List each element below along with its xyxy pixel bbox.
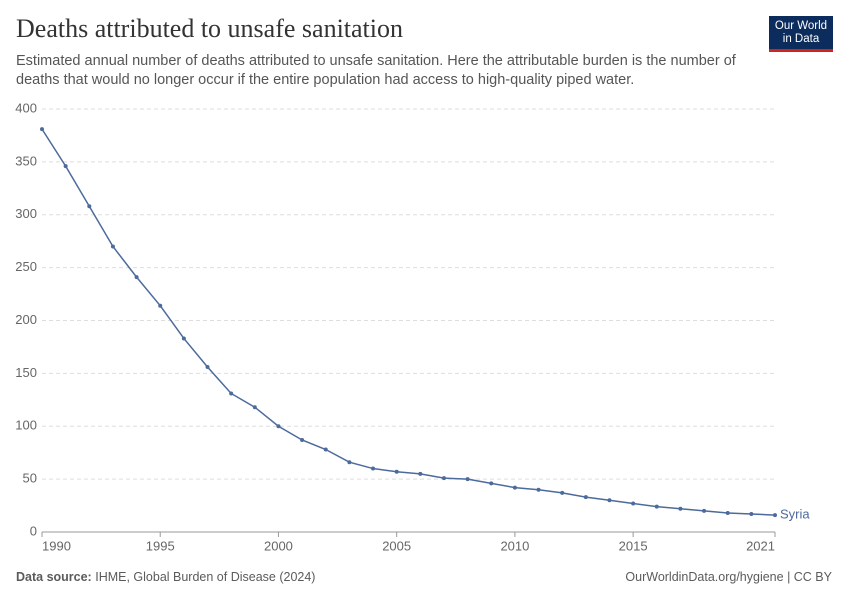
y-tick-label: 200 bbox=[15, 312, 37, 327]
point bbox=[371, 466, 376, 471]
point bbox=[536, 487, 541, 492]
point bbox=[702, 508, 707, 513]
chart-title: Deaths attributed to unsafe sanitation bbox=[16, 14, 404, 43]
x-tick-label: 2015 bbox=[619, 538, 648, 553]
point bbox=[110, 244, 115, 249]
chart: 0 50 100 150 200 250 300 350 400 1990 1995 2000 2005… bbox=[15, 100, 810, 553]
point bbox=[725, 510, 730, 515]
point bbox=[63, 164, 68, 169]
point bbox=[300, 437, 305, 442]
point bbox=[418, 471, 423, 476]
point bbox=[158, 303, 163, 308]
logo[interactable]: Our World in Data bbox=[769, 16, 833, 52]
point bbox=[394, 469, 399, 474]
logo-line: Our World bbox=[774, 20, 828, 32]
x-tick-label: 1990 bbox=[42, 538, 71, 553]
y-tick-label: 250 bbox=[15, 259, 37, 274]
y-tick-label: 0 bbox=[30, 523, 37, 538]
y-tick-label: 150 bbox=[15, 365, 37, 380]
point bbox=[631, 501, 636, 506]
point bbox=[489, 481, 494, 486]
point bbox=[40, 127, 44, 132]
series-label: Syria bbox=[780, 507, 810, 522]
point bbox=[749, 512, 754, 517]
point bbox=[512, 485, 517, 490]
y-tick-label: 50 bbox=[23, 471, 37, 486]
y-tick-label: 400 bbox=[15, 100, 37, 115]
x-tick-label: 2021 bbox=[746, 538, 775, 553]
point bbox=[205, 365, 210, 370]
point bbox=[87, 204, 92, 209]
point bbox=[276, 424, 281, 429]
source: Data source: IHME, Global Burden of Dise… bbox=[16, 570, 315, 584]
point bbox=[134, 275, 139, 280]
point bbox=[607, 498, 612, 503]
point bbox=[252, 405, 257, 410]
point bbox=[583, 495, 588, 500]
source-label: Data source: bbox=[16, 570, 92, 584]
x-tick-label: 1995 bbox=[146, 538, 175, 553]
point bbox=[441, 476, 446, 481]
x-tick-label: 2010 bbox=[500, 538, 529, 553]
point bbox=[773, 513, 777, 518]
line bbox=[41, 128, 776, 516]
x-tick-label: 2005 bbox=[382, 538, 411, 553]
point bbox=[560, 490, 565, 495]
point bbox=[181, 336, 186, 341]
point bbox=[654, 504, 659, 509]
chart-subtitle: Estimated annual number of deaths attrib… bbox=[16, 53, 736, 88]
point bbox=[229, 391, 234, 396]
point bbox=[323, 447, 328, 452]
source-text: IHME, Global Burden of Disease (2024) bbox=[95, 570, 316, 584]
point bbox=[347, 460, 352, 465]
y-tick-label: 100 bbox=[15, 418, 37, 433]
point bbox=[678, 506, 683, 511]
point bbox=[465, 477, 470, 482]
y-tick-label: 350 bbox=[15, 153, 37, 168]
y-tick-label: 300 bbox=[15, 206, 37, 221]
x-tick-label: 2000 bbox=[264, 538, 293, 553]
license[interactable]: OurWorldinData.org/hygiene | CC BY bbox=[625, 570, 832, 584]
logo-line: in Data bbox=[782, 33, 820, 45]
